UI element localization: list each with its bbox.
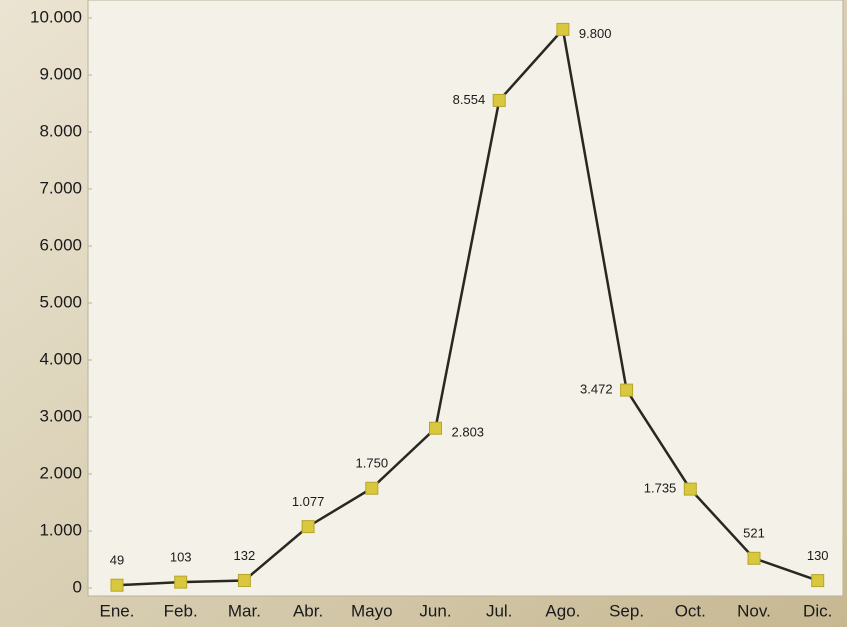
x-tick-label: Dic.	[803, 601, 832, 620]
y-tick-label: 5.000	[39, 292, 82, 311]
data-label: 49	[110, 553, 124, 568]
marker	[747, 551, 761, 565]
data-label: 1.750	[356, 456, 389, 471]
y-tick-label: 7.000	[39, 178, 82, 197]
marker	[237, 573, 251, 587]
data-label: 521	[743, 526, 765, 541]
x-tick-label: Oct.	[675, 601, 706, 620]
y-tick-label: 10.000	[30, 7, 82, 26]
data-label: 3.472	[580, 382, 613, 397]
x-tick-label: Sep.	[609, 601, 644, 620]
y-tick-label: 3.000	[39, 406, 82, 425]
x-tick-label: Nov.	[737, 601, 771, 620]
x-tick-label: Ago.	[545, 601, 580, 620]
x-tick-label: Jun.	[419, 601, 451, 620]
x-tick-label: Mayo	[351, 601, 393, 620]
x-tick-label: Jul.	[486, 601, 512, 620]
marker	[620, 383, 634, 397]
marker	[365, 481, 379, 495]
marker	[110, 578, 124, 592]
plot-area	[87, 0, 844, 597]
data-label: 1.077	[292, 494, 325, 509]
marker	[301, 520, 315, 534]
y-tick-label: 2.000	[39, 463, 82, 482]
x-tick-label: Ene.	[100, 601, 135, 620]
y-tick-label: 1.000	[39, 520, 82, 539]
y-tick-label: 0	[73, 577, 82, 596]
data-label: 132	[234, 548, 256, 563]
y-tick-label: 8.000	[39, 121, 82, 140]
marker	[811, 574, 825, 588]
marker	[683, 482, 697, 496]
y-tick-label: 6.000	[39, 235, 82, 254]
data-label: 103	[170, 550, 192, 565]
data-label: 2.803	[452, 425, 485, 440]
data-label: 8.554	[453, 92, 486, 107]
line	[116, 26, 819, 587]
marker	[174, 575, 188, 589]
y-tick-label: 9.000	[39, 64, 82, 83]
marker	[429, 421, 442, 435]
x-tick-label: Abr.	[293, 601, 323, 620]
y-tick-label: 4.000	[39, 349, 82, 368]
data-label: 130	[807, 548, 829, 563]
data-label: 1.735	[644, 481, 677, 496]
data-label: 9.800	[579, 26, 612, 41]
x-tick-label: Mar.	[228, 601, 261, 620]
marker	[492, 93, 506, 107]
x-tick-label: Feb.	[164, 601, 198, 620]
marker	[556, 22, 570, 36]
